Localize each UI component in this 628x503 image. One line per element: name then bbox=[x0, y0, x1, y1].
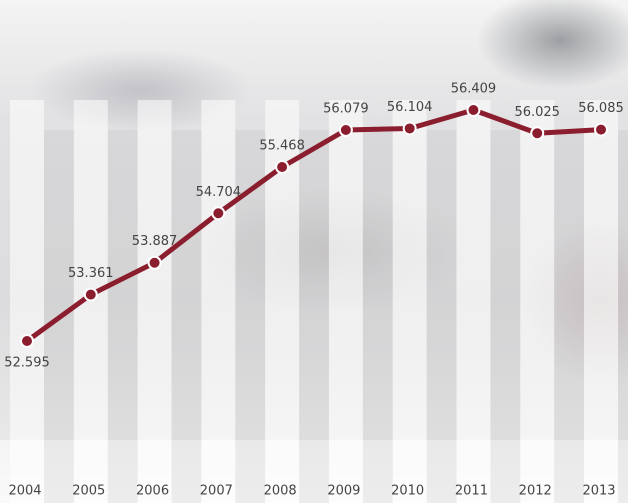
value-label: 54.704 bbox=[196, 185, 242, 200]
value-label: 56.409 bbox=[451, 82, 497, 97]
stripe bbox=[10, 100, 44, 503]
point bbox=[276, 161, 288, 173]
x-tick-label: 2013 bbox=[582, 484, 615, 499]
stripe bbox=[456, 100, 490, 503]
x-tick-label: 2008 bbox=[264, 484, 297, 499]
stripe bbox=[393, 100, 427, 503]
point bbox=[404, 122, 416, 134]
x-tick-label: 2004 bbox=[8, 484, 41, 499]
value-label: 53.887 bbox=[132, 234, 178, 249]
x-tick-label: 2005 bbox=[72, 484, 105, 499]
stripe-shade bbox=[108, 130, 138, 503]
stripe-shade bbox=[299, 130, 329, 503]
x-tick-label: 2010 bbox=[391, 484, 424, 499]
x-tick-label: 2007 bbox=[200, 484, 233, 499]
point bbox=[531, 127, 543, 139]
chart: 52.595 2004 53.361 2005 53.887 2006 54.704 2007… bbox=[0, 0, 628, 503]
x-tick-label: 2006 bbox=[136, 484, 169, 499]
x-tick-label: 2009 bbox=[327, 484, 360, 499]
point bbox=[467, 104, 479, 116]
value-label: 56.085 bbox=[578, 101, 624, 116]
point bbox=[340, 124, 352, 136]
stripe bbox=[520, 100, 554, 503]
stripe-shade bbox=[427, 130, 457, 503]
stripe bbox=[138, 100, 172, 503]
stripe-shade bbox=[490, 130, 520, 503]
stripe bbox=[329, 100, 363, 503]
stripe bbox=[584, 100, 618, 503]
value-label: 56.079 bbox=[323, 101, 369, 116]
value-label: 55.468 bbox=[259, 138, 305, 153]
point bbox=[595, 124, 607, 136]
value-label: 53.361 bbox=[68, 266, 114, 281]
point bbox=[21, 335, 33, 347]
x-tick-label: 2011 bbox=[455, 484, 488, 499]
value-label: 56.025 bbox=[514, 105, 560, 120]
value-label: 52.595 bbox=[4, 356, 50, 371]
stripe bbox=[201, 100, 235, 503]
stripe-shade bbox=[363, 130, 393, 503]
x-tick-label: 2012 bbox=[519, 484, 552, 499]
point bbox=[85, 289, 97, 301]
point bbox=[149, 257, 161, 269]
value-label: 56.104 bbox=[387, 100, 433, 115]
stripe-shade bbox=[554, 130, 584, 503]
point bbox=[212, 207, 224, 219]
stripe-shade bbox=[618, 130, 628, 503]
chart-area: 52.595 2004 53.361 2005 53.887 2006 54.704 2007… bbox=[0, 0, 628, 503]
